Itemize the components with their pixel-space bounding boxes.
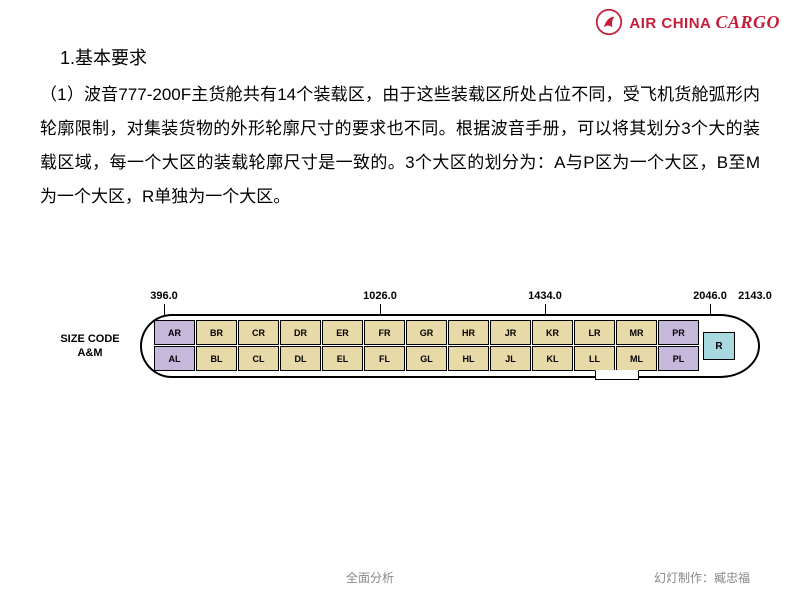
cargo-cell: KR — [532, 320, 573, 345]
cargo-cell: BR — [196, 320, 237, 345]
cargo-cell: LL — [574, 346, 615, 371]
station-label: 2143.0 — [738, 290, 772, 302]
station-label: 1434.0 — [528, 290, 562, 302]
cargo-cell: CL — [238, 346, 279, 371]
cargo-cell: LR — [574, 320, 615, 345]
brand-cargo: CARGO — [715, 12, 780, 32]
brand-header: AIR CHINA CARGO — [595, 8, 780, 36]
cargo-cell: AR — [154, 320, 195, 345]
cargo-cell: AL — [154, 346, 195, 371]
cargo-row-top: ARBRCRDRERFRGRHRJRKRLRMRPR — [154, 320, 699, 345]
cargo-grid: ARBRCRDRERFRGRHRJRKRLRMRPR ALBLCLDLELFLG… — [154, 320, 699, 371]
cargo-cell: JR — [490, 320, 531, 345]
fuselage: ARBRCRDRERFRGRHRJRKRLRMRPR ALBLCLDLELFLG… — [140, 314, 760, 378]
station-label: 2046.0 — [693, 290, 727, 302]
slide-footer: 全面分析 幻灯制作：臧忠福 — [0, 569, 800, 586]
footer-left: 全面分析 — [346, 569, 394, 586]
body-paragraph: （1）波音777-200F主货舱共有14个装载区，由于这些装载区所处占位不同，受… — [40, 78, 760, 214]
cargo-cell: FR — [364, 320, 405, 345]
door-notch — [595, 370, 639, 380]
size-code-line2: A&M — [40, 346, 140, 360]
cargo-cell: HR — [448, 320, 489, 345]
cargo-cell: PR — [658, 320, 699, 345]
cargo-cell: PL — [658, 346, 699, 371]
brand-main: AIR CHINA — [629, 15, 710, 32]
cargo-cell: JL — [490, 346, 531, 371]
size-code-label: SIZE CODE A&M — [40, 332, 140, 361]
cargo-cell: MR — [616, 320, 657, 345]
cargo-cell: DR — [280, 320, 321, 345]
station-ruler: 396.01026.01434.02046.02143.0 — [150, 290, 760, 314]
cargo-cell: GR — [406, 320, 447, 345]
cargo-cell: HL — [448, 346, 489, 371]
station-label: 396.0 — [150, 290, 178, 302]
cargo-cell: EL — [322, 346, 363, 371]
cargo-zone-r: R — [703, 332, 735, 360]
plane-row: SIZE CODE A&M ARBRCRDRERFRGRHRJRKRLRMRPR… — [40, 314, 780, 378]
cargo-cell: GL — [406, 346, 447, 371]
cargo-cell: KL — [532, 346, 573, 371]
footer-right: 幻灯制作：臧忠福 — [654, 569, 750, 586]
section-title: 1.基本要求 — [60, 44, 760, 70]
brand-text: AIR CHINA CARGO — [629, 12, 780, 33]
cargo-row-bottom: ALBLCLDLELFLGLHLJLKLLLMLPL — [154, 346, 699, 371]
cargo-diagram: 396.0 1026.0 1434.0 2046.0 2143.0 SIZE CODE … — [40, 290, 780, 378]
content-area: 1.基本要求 （1）波音777-200F主货舱共有14个装载区，由于这些装载区所… — [40, 44, 760, 214]
cargo-cell: CR — [238, 320, 279, 345]
cargo-cell: ML — [616, 346, 657, 371]
cargo-cell: FL — [364, 346, 405, 371]
cargo-cell: BL — [196, 346, 237, 371]
size-code-line1: SIZE CODE — [40, 332, 140, 346]
station-label: 1026.0 — [363, 290, 397, 302]
cargo-cell: ER — [322, 320, 363, 345]
phoenix-logo-icon — [595, 8, 623, 36]
cargo-cell: DL — [280, 346, 321, 371]
